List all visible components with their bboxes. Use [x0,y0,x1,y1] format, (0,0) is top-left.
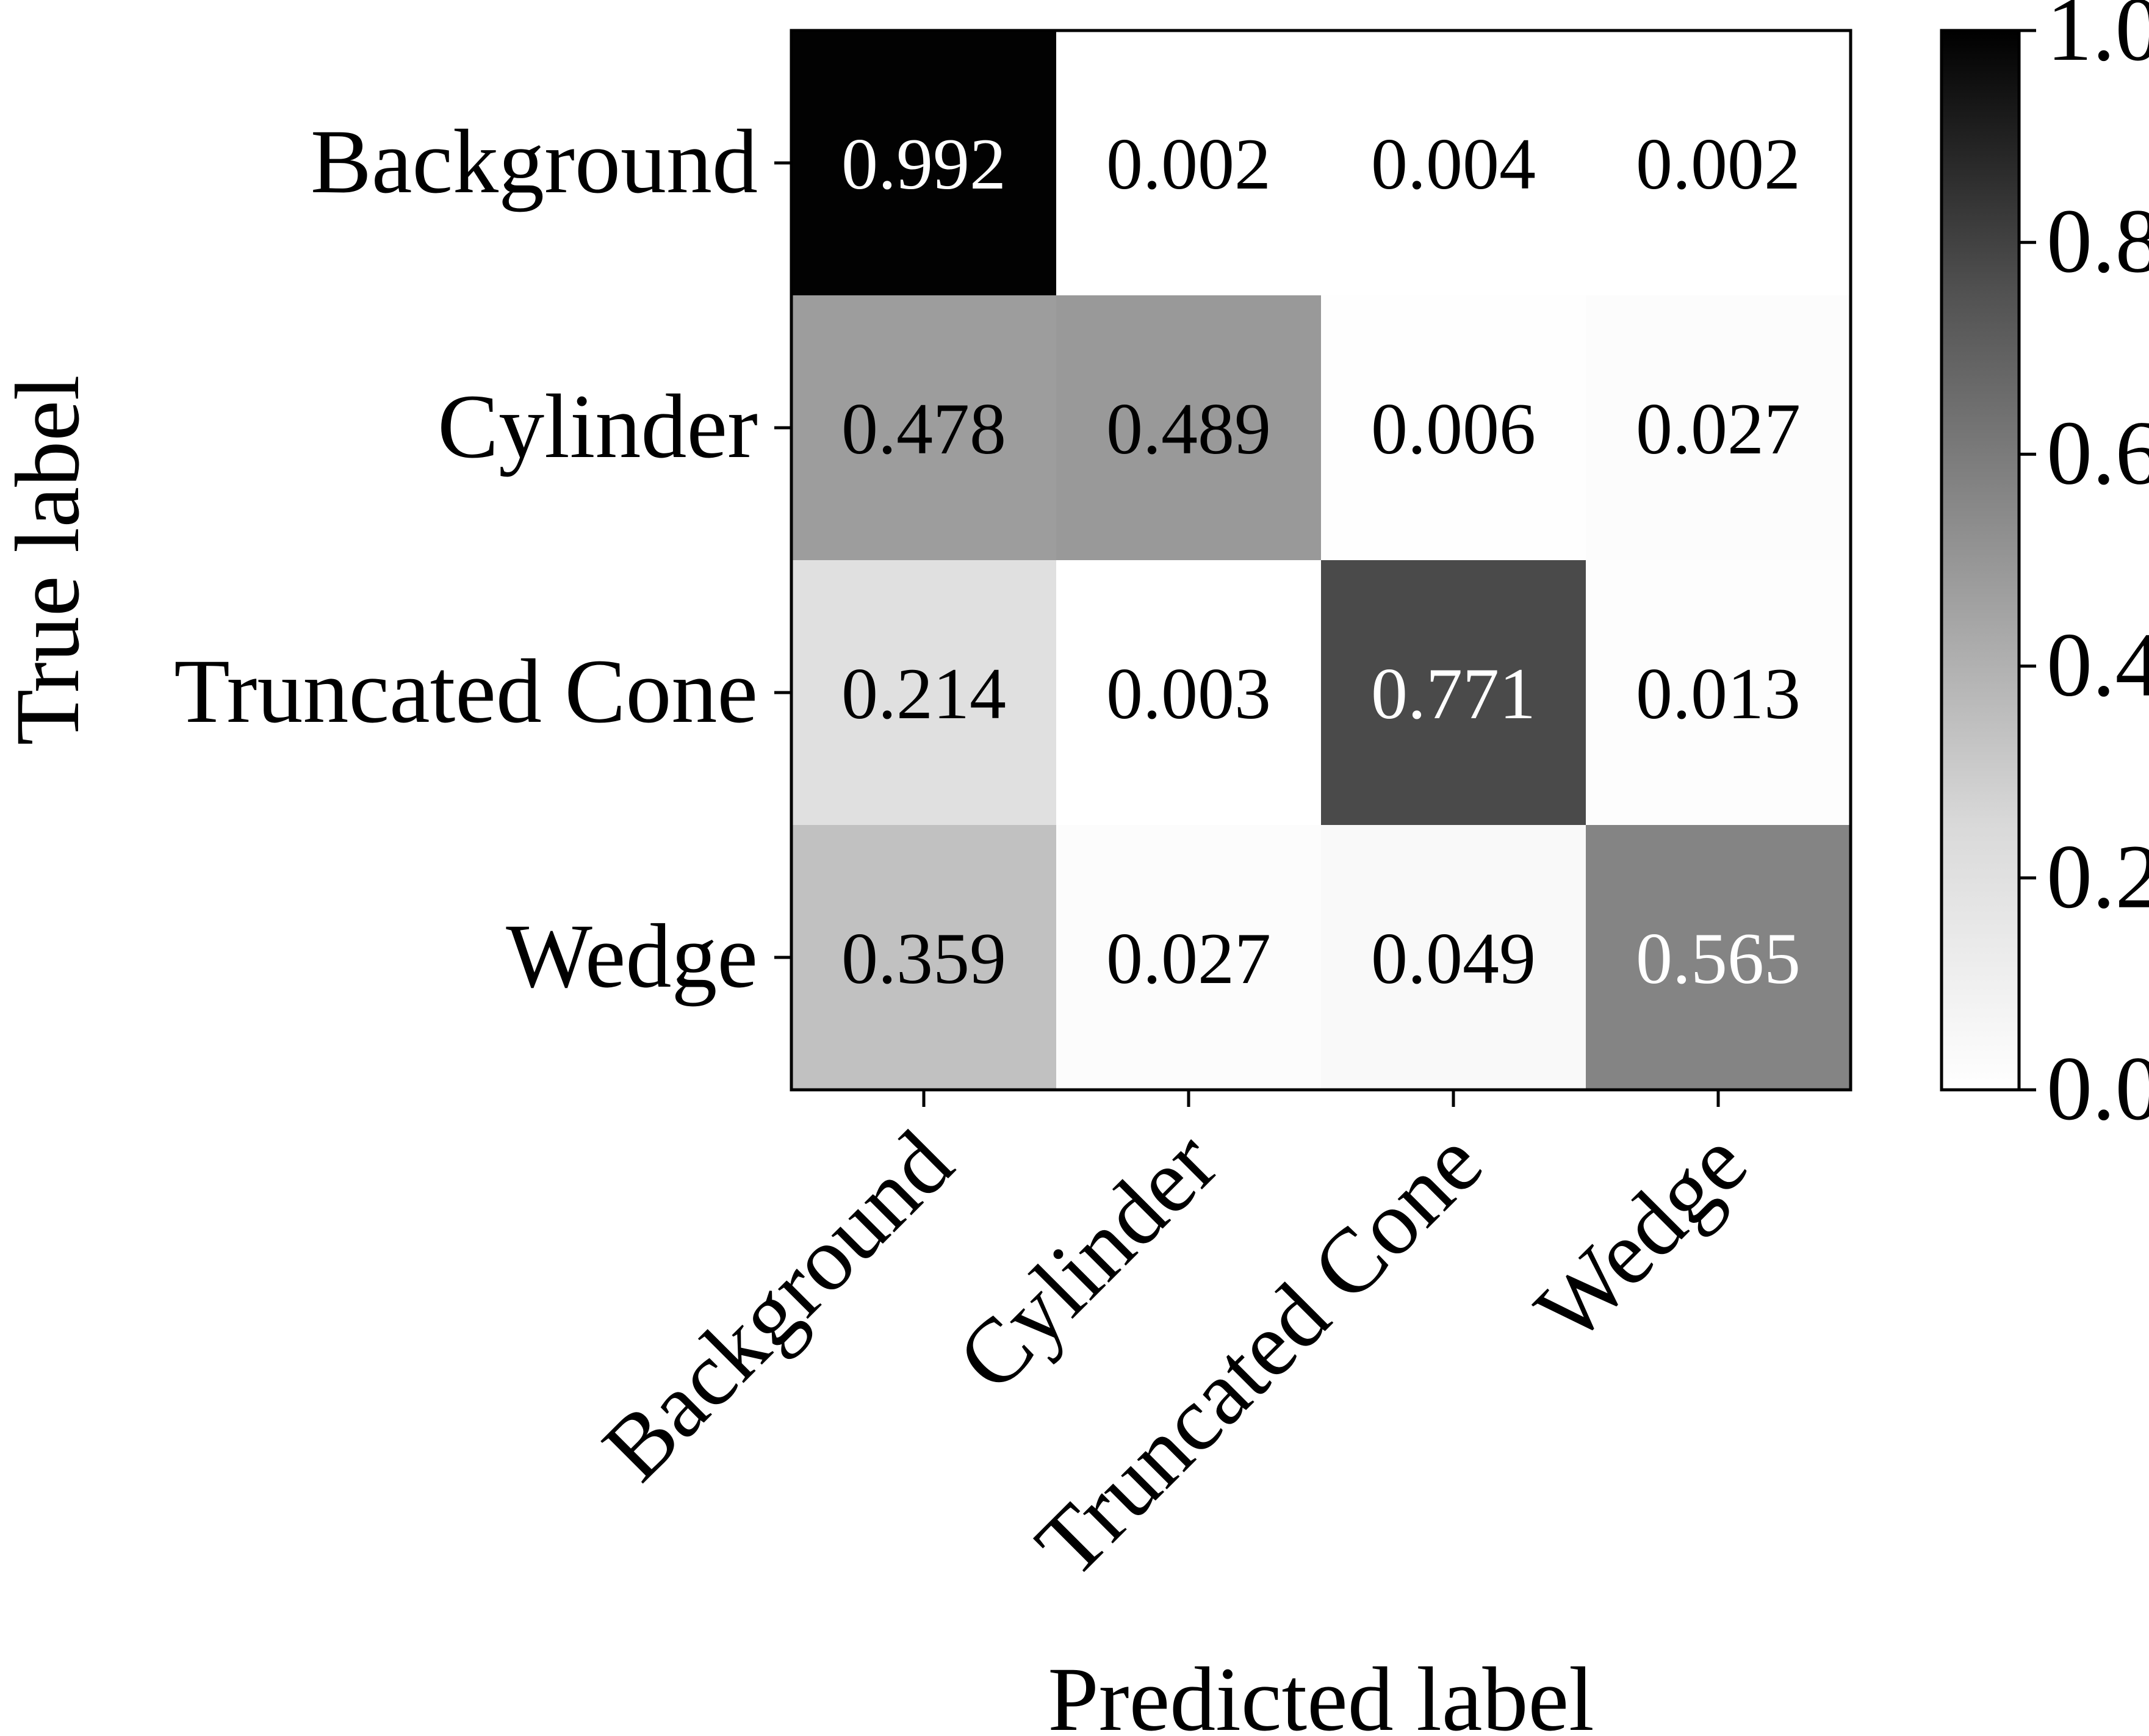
heatmap-cell [1321,295,1586,561]
heatmap-cell [791,295,1057,561]
heatmap-cell [791,31,1057,296]
colorbar-tick-label: 0.6 [2046,402,2149,503]
heatmap-cell [1056,825,1322,1090]
x-tick-label: Background [584,1112,972,1500]
heatmap-cell [1321,31,1586,296]
colorbar-tick-label: 0.8 [2046,190,2149,292]
cell-value-label: 0.002 [1106,123,1271,204]
heatmap-cell [1586,560,1851,826]
cell-value-labels: 0.992 0.002 0.004 0.002 0.478 0.489 0.006 0.027… [841,123,1801,999]
y-tick-label: Wedge [506,906,758,1007]
heatmap-cell [1056,560,1322,826]
y-axis-ticks: Background Cylinder Truncated Cone Wedge [174,111,791,1007]
heatmap-cell [791,825,1057,1090]
cell-value-label: 0.013 [1636,653,1801,734]
cell-value-label: 0.489 [1106,388,1271,469]
colorbar-tick-label: 1.0 [2046,0,2149,80]
cell-value-label: 0.478 [841,388,1006,469]
x-tick-label: Truncated Cone [1017,1112,1501,1596]
x-tick-label: Wedge [1516,1112,1766,1361]
colorbar-tick-label: 0.0 [2046,1038,2149,1139]
heatmap-cell [1586,825,1851,1090]
heatmap-cell [1056,295,1322,561]
colorbar-ticks: 0.0 0.2 0.4 0.6 0.8 1.0 [2019,0,2149,1139]
cell-value-label: 0.565 [1636,918,1801,999]
x-axis-label: Predicted label [1048,1649,1594,1736]
cell-value-label: 0.359 [841,918,1006,999]
heatmap-cells [791,31,1851,1090]
y-axis-label: True label [0,375,98,746]
heatmap-cell [1586,31,1851,296]
plot-frame [790,29,1852,1092]
cell-value-label: 0.049 [1371,918,1536,999]
cell-value-label: 0.003 [1106,653,1271,734]
cell-value-label: 0.027 [1106,918,1271,999]
cell-value-label: 0.006 [1371,388,1536,469]
cell-value-label: 0.214 [841,653,1006,734]
colorbar: 0.0 0.2 0.4 0.6 0.8 1.0 [1940,0,2149,1139]
heatmap-cell [1056,31,1322,296]
cell-value-label: 0.992 [841,123,1006,204]
cell-value-label: 0.771 [1371,653,1536,734]
y-tick-label: Truncated Cone [174,641,758,742]
colorbar-gradient [1940,29,2021,1092]
heatmap-cell [1321,560,1586,826]
colorbar-tick-label: 0.4 [2046,614,2149,716]
cell-value-label: 0.004 [1371,123,1536,204]
heatmap-cell [1586,295,1851,561]
y-tick-label: Background [311,111,758,212]
heatmap-cell [1321,825,1586,1090]
cell-value-label: 0.002 [1636,123,1801,204]
cell-value-label: 0.027 [1636,388,1801,469]
heatmap-cell [791,560,1057,826]
colorbar-tick-label: 0.2 [2046,826,2149,927]
y-tick-label: Cylinder [437,376,758,477]
